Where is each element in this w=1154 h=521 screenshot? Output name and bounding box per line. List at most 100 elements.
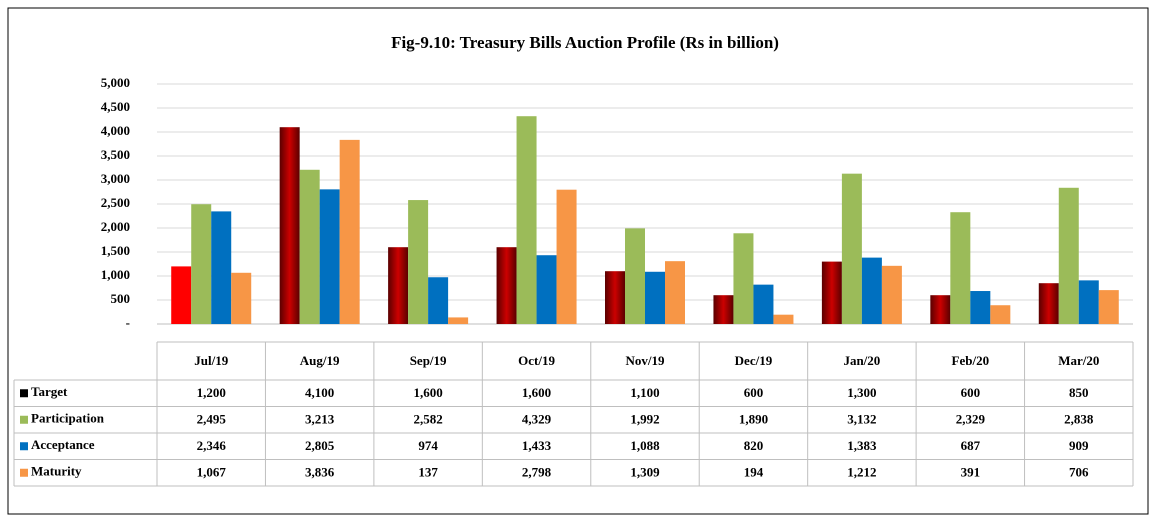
bar xyxy=(753,284,774,324)
table-value: 1,088 xyxy=(630,438,660,453)
y-tick-label: 1,500 xyxy=(101,243,130,258)
bar xyxy=(665,261,685,324)
bar xyxy=(448,317,469,324)
table-value: 706 xyxy=(1069,465,1089,480)
x-tick-label: Dec/19 xyxy=(735,353,773,368)
y-tick-label: 3,500 xyxy=(101,147,130,162)
bar xyxy=(1078,280,1099,324)
bar xyxy=(1038,283,1059,324)
table-value: 2,798 xyxy=(522,465,552,480)
table-value: 3,836 xyxy=(305,465,335,480)
y-tick-label: 500 xyxy=(111,291,131,306)
bar xyxy=(299,169,320,324)
table-value: 687 xyxy=(961,438,981,453)
y-tick-label: 4,500 xyxy=(101,99,130,114)
y-tick-label: - xyxy=(126,315,130,330)
table-value: 1,992 xyxy=(630,412,659,427)
table-value: 909 xyxy=(1069,438,1089,453)
table-value: 3,213 xyxy=(305,412,335,427)
table-value: 4,100 xyxy=(305,385,334,400)
legend-label: Participation xyxy=(31,411,105,426)
legend-swatch xyxy=(20,389,28,398)
x-tick-label: Aug/19 xyxy=(300,353,340,368)
y-tick-label: 4,000 xyxy=(101,123,130,138)
x-tick-label: Feb/20 xyxy=(952,353,990,368)
bar xyxy=(428,277,449,324)
bar xyxy=(881,265,902,324)
legend-label: Target xyxy=(31,384,68,399)
x-tick-label: Jan/20 xyxy=(843,353,880,368)
bar xyxy=(821,261,842,324)
table-value: 2,582 xyxy=(413,412,442,427)
bar xyxy=(713,295,734,324)
table-value: 1,383 xyxy=(847,438,877,453)
legend-swatch xyxy=(20,468,28,477)
x-tick-label: Nov/19 xyxy=(626,353,666,368)
table-value: 1,433 xyxy=(522,438,552,453)
y-tick-label: 2,500 xyxy=(101,195,130,210)
table-value: 194 xyxy=(744,465,764,480)
table-value: 1,890 xyxy=(739,412,768,427)
bar xyxy=(625,228,645,324)
y-tick-label: 3,000 xyxy=(101,171,130,186)
legend-label: Maturity xyxy=(31,464,82,479)
table-value: 137 xyxy=(418,465,438,480)
bar xyxy=(536,255,557,324)
x-tick-label: Sep/19 xyxy=(410,353,447,368)
bar xyxy=(990,305,1011,324)
bar xyxy=(408,200,429,324)
y-tick-label: 1,000 xyxy=(101,267,130,282)
table-value: 974 xyxy=(418,438,438,453)
x-tick-label: Jul/19 xyxy=(194,353,228,368)
legend-swatch xyxy=(20,442,28,451)
chart-title: Fig-9.10: Treasury Bills Auction Profile… xyxy=(391,33,779,52)
table-value: 1,212 xyxy=(847,465,876,480)
y-tick-label: 2,000 xyxy=(101,219,130,234)
x-tick-label: Mar/20 xyxy=(1058,353,1099,368)
table-value: 1,067 xyxy=(197,465,227,480)
table-value: 1,600 xyxy=(522,385,551,400)
table-value: 820 xyxy=(744,438,764,453)
bar xyxy=(1058,187,1079,324)
table-value: 2,329 xyxy=(956,412,986,427)
bar xyxy=(841,173,862,324)
table-value: 2,805 xyxy=(305,438,335,453)
bar xyxy=(950,212,971,324)
bar xyxy=(556,189,577,324)
table-value: 850 xyxy=(1069,385,1089,400)
bar xyxy=(339,139,360,324)
bar xyxy=(645,271,665,324)
bar xyxy=(970,291,991,324)
table-value: 1,600 xyxy=(413,385,442,400)
table-value: 2,346 xyxy=(197,438,227,453)
table-value: 1,300 xyxy=(847,385,876,400)
bar xyxy=(319,189,340,324)
table-value: 2,838 xyxy=(1064,412,1094,427)
bar xyxy=(231,272,252,324)
bar xyxy=(191,204,212,324)
bar xyxy=(861,257,882,324)
bar xyxy=(388,247,409,324)
legend-label: Acceptance xyxy=(31,437,95,452)
bar xyxy=(516,116,537,324)
bar xyxy=(279,127,300,324)
bar xyxy=(1098,290,1119,324)
bar xyxy=(211,211,232,324)
table-value: 391 xyxy=(961,465,981,480)
bar xyxy=(773,314,794,324)
legend-swatch xyxy=(20,415,28,424)
table-value: 1,100 xyxy=(630,385,659,400)
table-value: 2,495 xyxy=(197,412,227,427)
table-value: 600 xyxy=(744,385,764,400)
table-value: 1,309 xyxy=(630,465,660,480)
table-value: 3,132 xyxy=(847,412,876,427)
table-value: 4,329 xyxy=(522,412,552,427)
bar xyxy=(496,247,517,324)
table-value: 600 xyxy=(961,385,981,400)
table-value: 1,200 xyxy=(197,385,226,400)
x-tick-label: Oct/19 xyxy=(518,353,555,368)
bar xyxy=(605,271,625,324)
frame xyxy=(7,7,1149,515)
